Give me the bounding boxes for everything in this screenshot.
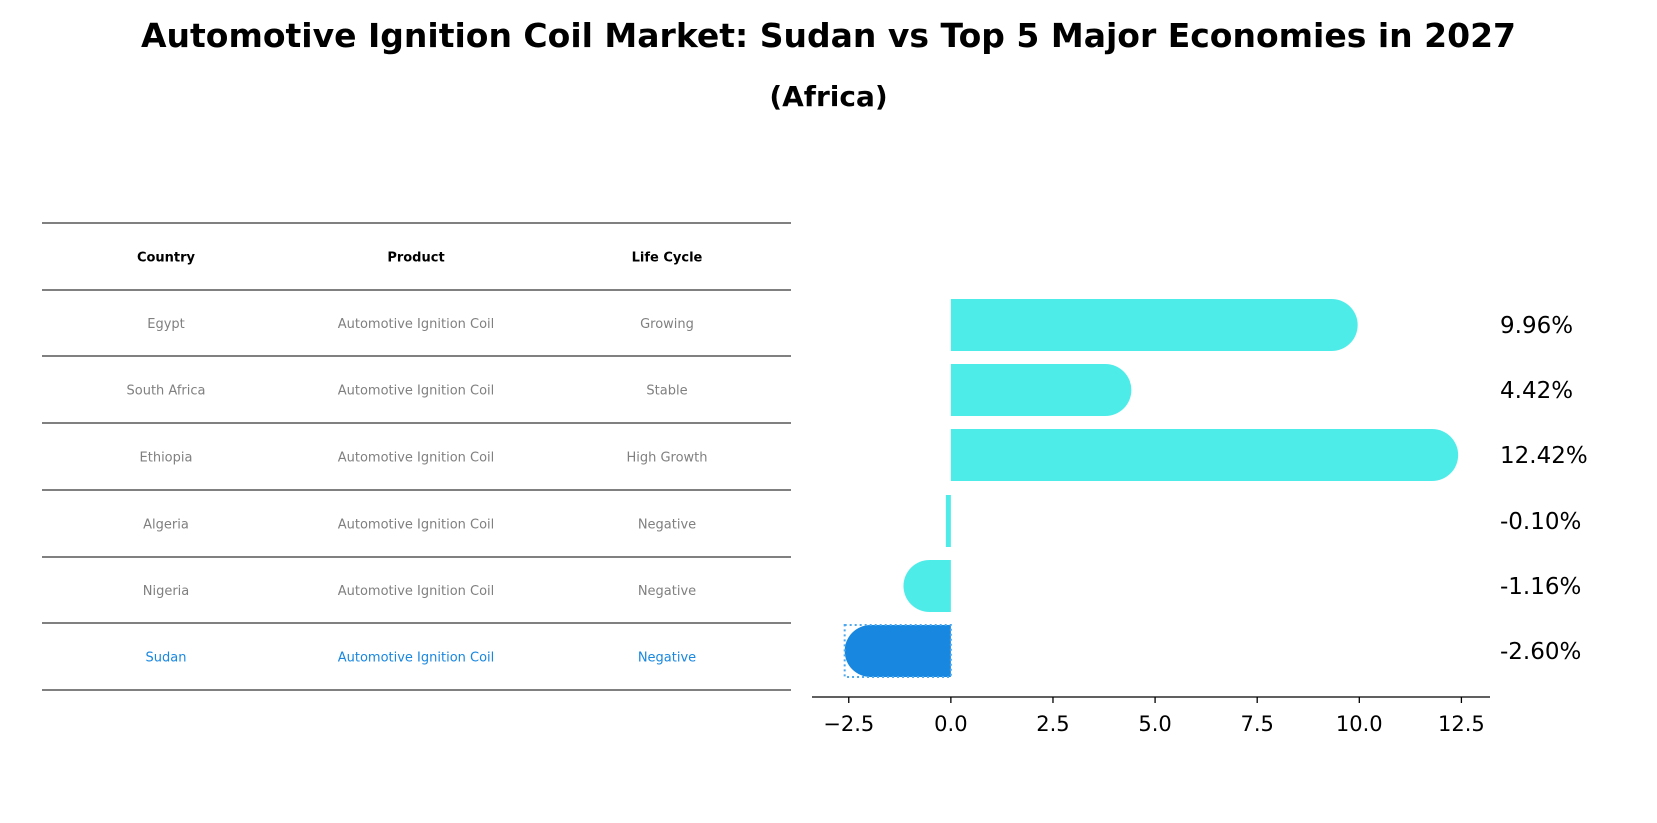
- table-cell: Automotive Ignition Coil: [338, 317, 495, 332]
- data-label: -2.60%: [1500, 639, 1581, 665]
- x-tick-label: 10.0: [1336, 712, 1383, 736]
- bar: [843, 624, 952, 678]
- table-cell: Negative: [638, 584, 696, 599]
- data-label: 9.96%: [1500, 313, 1573, 339]
- x-tick-label: 5.0: [1138, 712, 1171, 736]
- data-label: 12.42%: [1500, 443, 1588, 469]
- chart-title: Automotive Ignition Coil Market: Sudan v…: [140, 16, 1516, 55]
- table-cell: Negative: [638, 651, 696, 666]
- bar: [950, 299, 1358, 351]
- data-label: -1.16%: [1500, 574, 1581, 600]
- chart-subtitle: (Africa): [769, 80, 888, 113]
- table-cell: South Africa: [127, 384, 206, 399]
- data-label: -0.10%: [1500, 509, 1581, 535]
- table-cell: Automotive Ignition Coil: [338, 384, 495, 399]
- table-cell: Growing: [640, 317, 694, 332]
- table-cell: Algeria: [143, 518, 189, 533]
- x-tick-label: −2.5: [823, 712, 874, 736]
- data-label: 4.42%: [1500, 378, 1573, 404]
- bar: [945, 495, 951, 547]
- table-cell: Automotive Ignition Coil: [338, 651, 495, 666]
- bar: [903, 560, 951, 612]
- x-tick-label: 2.5: [1036, 712, 1069, 736]
- table-cell: Sudan: [146, 651, 187, 666]
- table-cell: Stable: [646, 384, 687, 399]
- table-cell: Automotive Ignition Coil: [338, 518, 495, 533]
- table-cell: High Growth: [626, 451, 707, 466]
- table-cell: Egypt: [147, 317, 185, 332]
- table-cell: Automotive Ignition Coil: [338, 451, 495, 466]
- table-cell: Nigeria: [143, 584, 190, 599]
- x-tick-label: 7.5: [1240, 712, 1273, 736]
- x-tick-label: 0.0: [934, 712, 967, 736]
- bar: [950, 364, 1132, 416]
- table-cell: Ethiopia: [140, 451, 193, 466]
- x-tick-label: 12.5: [1438, 712, 1485, 736]
- table-cell: Automotive Ignition Coil: [338, 584, 495, 599]
- table-cell: Negative: [638, 518, 696, 533]
- bar: [950, 429, 1459, 481]
- table-header-cell: Country: [137, 251, 196, 266]
- table-header-cell: Life Cycle: [632, 251, 703, 266]
- table-header-cell: Product: [387, 251, 444, 266]
